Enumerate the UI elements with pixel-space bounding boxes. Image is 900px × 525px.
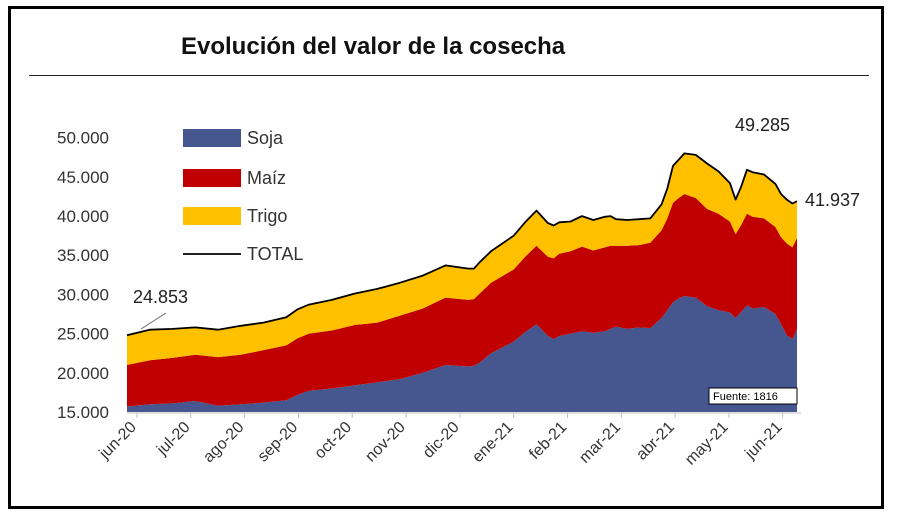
area-series-group [127, 153, 797, 412]
x-tick-label: may-21 [682, 419, 732, 469]
area-soja [127, 296, 797, 412]
y-tick-label: 40.000 [57, 207, 109, 226]
x-tick-label: dic-20 [420, 419, 463, 462]
source-note: Fuente: 1816 [708, 387, 798, 405]
legend-label-trigo: Trigo [247, 206, 287, 226]
x-tick-label: jun-20 [96, 419, 140, 463]
x-tick-label: ene-21 [469, 419, 516, 466]
y-tick-label: 15.000 [57, 403, 109, 422]
legend-swatch-maiz [183, 169, 241, 187]
x-tick-label: feb-21 [526, 419, 570, 463]
x-tick-label: mar-21 [576, 419, 624, 467]
y-tick-label: 25.000 [57, 325, 109, 344]
y-tick-label: 50.000 [57, 129, 109, 148]
y-tick-label: 35.000 [57, 246, 109, 265]
annotation-leader-start [140, 312, 167, 330]
area-maiz [127, 194, 797, 407]
legend-label-total: TOTAL [247, 244, 303, 264]
legend-label-soja: Soja [247, 128, 284, 148]
title-divider [29, 75, 869, 76]
annotation-start-value: 24.853 [133, 287, 188, 307]
x-axis: jun-20 jul-20 ago-20 sep-20 oct-20 nov-20 dic-… [96, 412, 801, 469]
area-chart: 15.000 20.000 25.000 30.000 35.000 40.000 45.0… [57, 115, 860, 469]
annotation-last-value: 41.937 [805, 190, 860, 210]
total-line-group [126, 152, 798, 337]
x-tick-label: jun-21 [741, 419, 785, 463]
chart-frame: Evolución del valor de la cosecha 15.000… [8, 6, 884, 509]
source-note-box [708, 387, 798, 405]
legend-swatch-soja [183, 129, 241, 147]
annotation-peak-value: 49.285 [735, 115, 790, 135]
x-tick-label: ago-20 [200, 419, 247, 466]
x-tick-label: oct-20 [312, 419, 356, 463]
x-tick-label: abr-21 [633, 419, 678, 464]
y-tick-label: 30.000 [57, 285, 109, 304]
chart-title: Evolución del valor de la cosecha [181, 33, 566, 60]
y-tick-label: 20.000 [57, 364, 109, 383]
legend-label-maiz: Maíz [247, 168, 286, 188]
y-tick-label: 45.000 [57, 168, 109, 187]
y-axis: 15.000 20.000 25.000 30.000 35.000 40.000 45.0… [57, 129, 109, 422]
legend: Soja Maíz Trigo TOTAL [183, 128, 303, 264]
x-tick-label: nov-20 [362, 419, 409, 466]
x-tick-label: sep-20 [255, 419, 302, 466]
x-tick-label: jul-20 [153, 419, 193, 459]
total-line [126, 152, 798, 337]
source-note-text: Fuente: 1816 [713, 391, 778, 403]
annotations: 24.853 49.285 41.937 [133, 115, 860, 330]
legend-swatch-trigo [183, 207, 241, 225]
